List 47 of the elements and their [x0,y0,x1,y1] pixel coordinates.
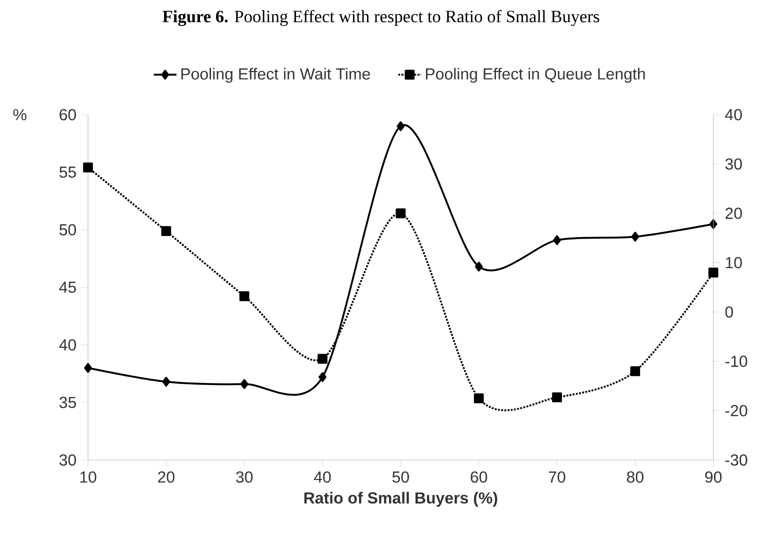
y2-tick-label: -10 [725,356,748,367]
legend-label: Pooling Effect in Wait Time [181,68,370,83]
y2-tick-label: -20 [725,405,748,416]
x-tick-label: 10 [80,471,96,483]
y2-tick-label: -30 [725,454,748,466]
y2-tick-label: 0 [725,306,733,318]
point [161,226,172,236]
point [240,379,248,389]
y-tick-label: 50 [59,224,76,236]
point [239,291,250,302]
point [474,262,483,272]
y-tick-label: 45 [59,282,76,293]
point [709,219,718,229]
point [83,162,93,172]
y-tick-label: 30 [59,454,76,466]
point [396,208,406,218]
point [318,372,326,382]
x-axis-title: Ratio of Small Buyers (%) [304,492,498,507]
chart-title: Figure 6. Pooling Effect with respect to Ratio of Small Buyers [162,10,600,26]
point [162,376,170,387]
point [631,232,640,242]
x-tick-label: 20 [158,471,174,483]
point [630,366,640,376]
point [552,392,562,402]
point [318,354,328,364]
y2-tick-label: 30 [725,158,742,170]
x-tick-label: 80 [626,471,644,483]
point [553,235,561,246]
x-tick-label: 30 [236,471,253,483]
x-tick-label: 50 [392,471,409,483]
y2-tick-label: 10 [726,257,742,268]
y-axis-title: % [13,109,26,120]
x-tick-label: 40 [314,471,331,483]
y2-tick-label: 40 [725,109,742,120]
y-tick-label: 60 [60,109,76,120]
point [84,362,92,373]
y-tick-label: 35 [59,396,76,408]
y2-tick-label: 20 [726,208,742,219]
legend-label: Pooling Effect in Queue Length [426,68,645,83]
x-tick-label: 70 [548,471,566,483]
x-tick-label: 90 [705,471,722,483]
point [396,121,405,132]
y-tick-label: 40 [59,339,76,351]
y-tick-label: 55 [59,166,76,178]
point [474,393,484,404]
x-tick-label: 60 [470,471,488,483]
point [708,268,718,278]
